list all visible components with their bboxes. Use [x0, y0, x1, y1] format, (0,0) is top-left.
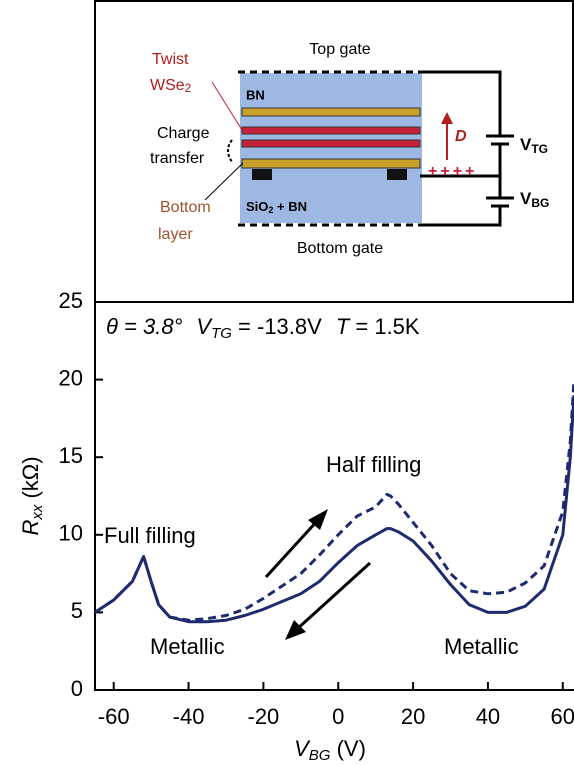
- label: Charge: [157, 125, 210, 142]
- page: {"chart_data": {"type": "line", "header"…: [0, 0, 574, 766]
- leader: [212, 82, 242, 130]
- label: VTG: [520, 135, 548, 156]
- label: ++++: [428, 163, 477, 180]
- y-tick-label: 20: [59, 365, 83, 390]
- y-axis-label: xx: [29, 504, 46, 521]
- data-line: [95, 380, 574, 621]
- label: 2: [185, 81, 192, 95]
- x-tick-label: 60: [551, 704, 574, 729]
- transfer-arrow: [228, 140, 232, 162]
- label: transfer: [150, 150, 205, 167]
- header-text: = -13.8V: [232, 314, 322, 339]
- label: D: [455, 128, 467, 145]
- label: TG: [531, 142, 548, 156]
- header-text: = 1.5K: [349, 314, 420, 339]
- x-axis-label: BG: [309, 747, 331, 764]
- label: layer: [158, 226, 193, 243]
- label: Top gate: [309, 41, 370, 58]
- wire: [422, 206, 500, 225]
- annotation: Metallic: [150, 634, 225, 659]
- label: BN: [246, 87, 265, 102]
- x-tick-label: -60: [98, 704, 130, 729]
- wse2-layer: [242, 140, 420, 147]
- label: SiO: [246, 199, 268, 214]
- annotation: Half filling: [326, 452, 421, 477]
- contact: [252, 169, 272, 180]
- sweep-arrow: [266, 520, 318, 577]
- leader: [205, 163, 243, 200]
- y-tick-label: 15: [59, 443, 83, 468]
- label: VBG: [520, 189, 549, 210]
- label: + BN: [273, 199, 307, 214]
- annotation: Metallic: [444, 634, 519, 659]
- wse2-layer: [242, 127, 420, 134]
- x-axis-label: VBG (V): [294, 736, 366, 764]
- x-tick-label: -20: [248, 704, 280, 729]
- x-tick-label: 0: [332, 704, 344, 729]
- x-tick-label: -40: [173, 704, 205, 729]
- annotation: Full filling: [104, 523, 196, 548]
- header-text: θ = 3.8°: [106, 314, 183, 339]
- inset-diagram: Top gate Twist WSe2 BN Charge transfer B…: [150, 41, 549, 257]
- top-graphite: [242, 108, 420, 116]
- data-line: [95, 395, 574, 622]
- label: BG: [531, 196, 549, 210]
- y-axis-label: R: [18, 520, 43, 536]
- x-tick-label: 40: [476, 704, 500, 729]
- contact: [387, 169, 407, 180]
- label: Bottom gate: [297, 240, 383, 257]
- label: WSe: [150, 77, 185, 94]
- y-tick-label: 0: [71, 676, 83, 701]
- figure: Top gate Twist WSe2 BN Charge transfer B…: [0, 0, 574, 766]
- d-arrow-head: [441, 112, 453, 124]
- header-text: TG: [211, 325, 232, 342]
- y-tick-label: 5: [71, 598, 83, 623]
- label: SiO2 + BN: [246, 199, 307, 215]
- y-tick-label: 25: [59, 288, 83, 313]
- x-axis-label: (V): [330, 736, 365, 761]
- y-tick-label: 10: [59, 521, 83, 546]
- y-axis-label: Rxx (kΩ): [18, 456, 46, 535]
- label: Twist: [152, 51, 189, 68]
- label: WSe2: [150, 77, 192, 95]
- y-axis-label: (kΩ): [18, 456, 43, 504]
- label: V: [520, 135, 532, 154]
- x-tick-label: 20: [401, 704, 425, 729]
- label: Bottom: [160, 199, 211, 216]
- wire: [422, 72, 500, 136]
- sweep-arrow: [296, 563, 370, 630]
- label: V: [520, 189, 532, 208]
- bottom-layer: [242, 159, 420, 168]
